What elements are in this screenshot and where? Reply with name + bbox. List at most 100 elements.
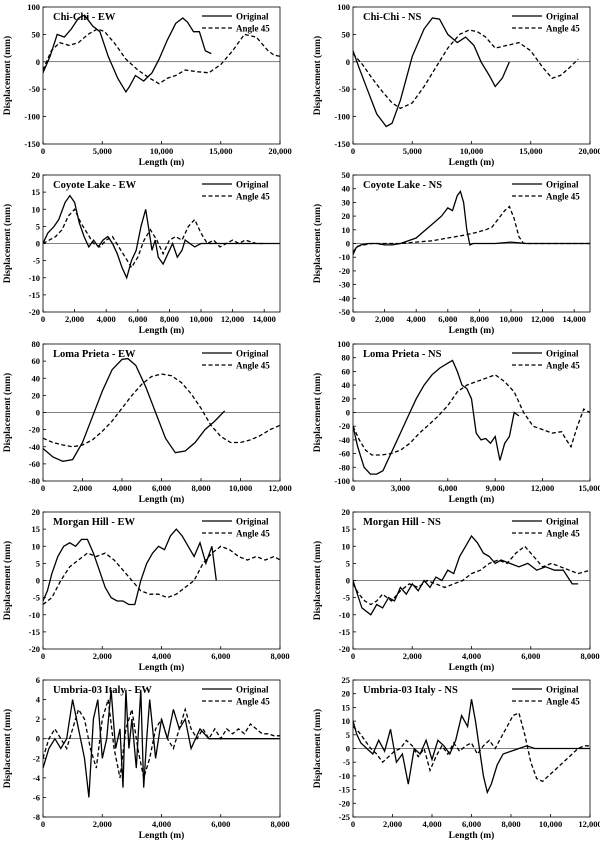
- series-line-original: [353, 189, 590, 255]
- x-tick-label: 4,000: [152, 651, 171, 661]
- x-tick-label: 10,000: [229, 483, 252, 493]
- x-tick-label: 0: [41, 314, 45, 324]
- y-axis-label: Displacement (mm): [2, 373, 13, 452]
- x-tick-label: 4,000: [407, 314, 426, 324]
- y-tick-label: -20: [339, 266, 350, 276]
- y-tick-label: 5: [36, 558, 40, 568]
- y-tick-label: 20: [342, 689, 351, 699]
- y-tick-label: -15: [29, 290, 40, 300]
- y-tick-label: -100: [24, 112, 40, 122]
- chart-panel: -50 -40 -30 -20 -10 0 10 20 30 40 50 0 2,000 4,000 6,0…: [312, 170, 591, 336]
- y-tick-label: -10: [29, 273, 40, 283]
- y-tick-label: 0: [36, 408, 40, 418]
- x-tick-label: 5,000: [403, 146, 422, 156]
- chart-title: Morgan Hill - NS: [363, 517, 441, 528]
- x-tick-label: 4,000: [462, 651, 481, 661]
- x-tick-label: 6,000: [152, 483, 171, 493]
- legend-label-angle: Angle 45: [546, 24, 580, 34]
- y-tick-label: -5: [343, 757, 350, 767]
- y-tick-label: 15: [342, 702, 351, 712]
- x-tick-label: 4,000: [422, 819, 441, 829]
- x-tick-label: 0: [351, 314, 355, 324]
- x-axis-label: Length (m): [449, 662, 495, 673]
- y-tick-label: 0: [346, 576, 350, 586]
- y-tick-label: 15: [32, 187, 41, 197]
- y-tick-label: 0: [36, 576, 40, 586]
- x-tick-label: 0: [351, 146, 355, 156]
- y-tick-label: 20: [32, 390, 41, 400]
- legend-label-original: Original: [546, 685, 579, 695]
- x-tick-label: 15,000: [209, 146, 232, 156]
- x-tick-label: 10,000: [150, 146, 173, 156]
- y-tick-label: 100: [27, 2, 40, 12]
- y-tick-label: -20: [29, 425, 40, 435]
- series-line-angle45: [353, 545, 590, 606]
- x-axis-label: Length (m): [139, 662, 185, 673]
- y-tick-label: -40: [339, 293, 350, 303]
- y-tick-label: -100: [334, 112, 350, 122]
- y-tick-label: 40: [32, 373, 41, 383]
- legend-label-original: Original: [546, 517, 579, 527]
- y-tick-label: 50: [342, 29, 351, 39]
- y-tick-label: -50: [29, 84, 40, 94]
- legend-label-original: Original: [546, 349, 579, 359]
- x-tick-label: 8,000: [501, 819, 520, 829]
- chart-panel: -150 -100 -50 0 50 100 0 5,000 10,000 15,000 20,00…: [312, 2, 600, 168]
- y-tick-label: 10: [32, 204, 41, 214]
- x-tick-label: 4,000: [97, 314, 116, 324]
- y-tick-label: -5: [33, 256, 40, 266]
- y-tick-label: 20: [342, 507, 351, 517]
- y-tick-label: 60: [32, 356, 41, 366]
- x-axis-label: Length (m): [449, 325, 495, 336]
- x-axis-label: Length (m): [449, 830, 495, 841]
- legend-label-angle: Angle 45: [236, 192, 270, 202]
- y-axis-label: Displacement (mm): [312, 36, 323, 115]
- y-tick-label: 4: [36, 695, 41, 705]
- y-tick-label: -80: [339, 462, 350, 472]
- legend-label-angle: Angle 45: [236, 361, 270, 371]
- x-tick-label: 15,000: [578, 483, 600, 493]
- legend-label-angle: Angle 45: [546, 529, 580, 539]
- chart-title: Morgan Hill - EW: [53, 517, 135, 528]
- y-tick-label: -20: [339, 798, 350, 808]
- series-line-angle45: [43, 699, 280, 779]
- y-tick-label: -40: [29, 442, 40, 452]
- x-tick-label: 10,000: [460, 146, 483, 156]
- y-tick-label: -10: [339, 771, 350, 781]
- series-line-angle45: [353, 374, 590, 456]
- chart-panel: -100 -80 -60 -40 -20 0 20 40 60 80 100 0 3,000 6,000 9…: [312, 339, 600, 505]
- y-tick-label: -20: [339, 421, 350, 431]
- x-axis-label: Length (m): [449, 157, 495, 168]
- series-line-original: [353, 17, 510, 128]
- legend-label-original: Original: [236, 517, 269, 527]
- series-line-original: [353, 699, 590, 795]
- y-tick-label: -15: [339, 785, 350, 795]
- series-line-angle45: [43, 545, 280, 606]
- y-tick-label: 5: [36, 221, 40, 231]
- series-line-angle45: [43, 208, 265, 269]
- x-tick-label: 0: [41, 819, 45, 829]
- x-tick-label: 2,000: [93, 651, 112, 661]
- legend-label-original: Original: [236, 685, 269, 695]
- y-tick-label: -60: [339, 449, 350, 459]
- x-tick-label: 10,000: [189, 314, 212, 324]
- chart-title: Umbria-03 Italy - NS: [363, 685, 458, 696]
- y-tick-label: 15: [32, 524, 41, 534]
- series-line-original: [43, 689, 280, 798]
- series-line-angle45: [353, 711, 590, 783]
- y-axis-label: Displacement (mm): [312, 373, 323, 452]
- y-tick-label: -25: [339, 812, 350, 822]
- x-tick-label: 2,000: [73, 483, 92, 493]
- chart-panel: -20 -15 -10 -5 0 5 10 15 20 0 2,000 4,000 6,000 8,000…: [2, 507, 290, 673]
- x-tick-label: 12,000: [268, 483, 291, 493]
- y-tick-label: -20: [29, 307, 40, 317]
- series-line-original: [43, 14, 212, 94]
- y-tick-label: -10: [29, 610, 40, 620]
- y-tick-label: -40: [339, 435, 350, 445]
- x-tick-label: 14,000: [253, 314, 276, 324]
- y-tick-label: 6: [36, 675, 40, 685]
- y-tick-label: 80: [342, 353, 351, 363]
- y-tick-label: -100: [334, 476, 350, 486]
- x-tick-label: 6,000: [521, 651, 540, 661]
